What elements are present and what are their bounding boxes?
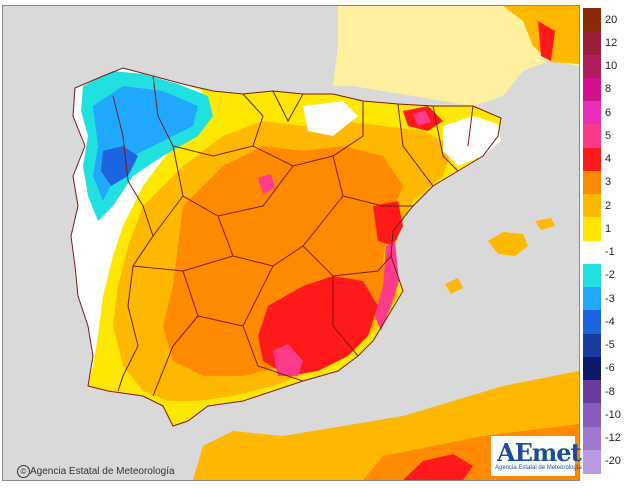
legend-label: 10 <box>605 60 618 73</box>
legend-label: 3 <box>605 176 612 189</box>
legend-swatch <box>583 449 601 474</box>
legend-label: 12 <box>605 36 618 49</box>
logo-subtitle: Agencia Estatal de Meteorología <box>495 465 582 471</box>
legend-swatch <box>583 287 601 311</box>
anomaly-white-northeast <box>443 116 501 166</box>
legend-label: -20 <box>605 455 621 468</box>
anomaly-red-valencia <box>373 201 403 246</box>
legend-label: 1 <box>605 222 612 235</box>
legend-swatch <box>583 217 601 242</box>
legend-label: 8 <box>605 83 612 96</box>
legend-label: -6 <box>605 362 615 375</box>
legend-label: 4 <box>605 153 612 166</box>
legend-swatch <box>583 31 601 56</box>
copyright-icon: © <box>17 465 30 478</box>
anomaly-white-north-center <box>303 101 358 136</box>
island-ibiza <box>445 278 463 294</box>
legend-swatch <box>583 310 601 335</box>
legend-label: -2 <box>605 269 615 282</box>
legend-label: -1 <box>605 246 615 259</box>
legend-label: -3 <box>605 292 615 305</box>
legend-swatch <box>583 170 601 195</box>
map-frame <box>2 5 580 481</box>
administrative-borders <box>70 67 502 427</box>
legend-swatch <box>583 101 601 125</box>
anomaly-neg4-northwest <box>101 146 138 186</box>
legend-swatch <box>583 380 601 404</box>
region-france <box>333 6 579 106</box>
legend-label: -10 <box>605 408 621 421</box>
legend-swatch <box>583 333 601 358</box>
legend-label: -4 <box>605 315 615 328</box>
color-scale-legend: 20 12 10 8 6 5 4 3 2 1 -1 -2 -3 -4 -5 -6 -8 -10 -12 -20 <box>583 8 630 474</box>
logo-mark: AEmet <box>497 438 582 467</box>
legend-swatch <box>583 77 601 102</box>
anomaly-pink-center <box>258 174 275 194</box>
legend-label: -8 <box>605 385 615 398</box>
anomaly-pink-valencia-coast <box>375 241 399 331</box>
island-menorca <box>535 218 555 230</box>
legend-swatch <box>583 147 601 172</box>
anomaly-pink-murcia <box>273 344 303 376</box>
anomaly-africa-red <box>403 454 473 480</box>
legend-swatch <box>583 356 601 381</box>
legend-label: 5 <box>605 129 612 142</box>
legend-swatch <box>583 403 601 428</box>
legend-swatch <box>583 426 601 451</box>
anomaly-pink-ebro <box>413 110 431 126</box>
legend-label: 2 <box>605 199 612 212</box>
legend-swatch <box>583 124 601 149</box>
anomaly-france-red <box>538 21 555 61</box>
legend-label: -12 <box>605 432 621 445</box>
legend-swatch <box>583 8 601 32</box>
credit-text: Agencia Estatal de Meteorología <box>30 466 175 477</box>
island-mallorca <box>488 232 528 256</box>
legend-swatch <box>583 240 601 265</box>
legend-swatch <box>583 194 601 218</box>
legend-label: -5 <box>605 339 615 352</box>
legend-swatch <box>583 263 601 288</box>
aemet-logo: AEmet Agencia Estatal de Meteorología <box>491 436 582 476</box>
legend-label: 6 <box>605 106 612 119</box>
legend-swatch <box>583 54 601 79</box>
legend-label: 20 <box>605 13 618 26</box>
temperature-anomaly-map[interactable] <box>3 6 579 480</box>
